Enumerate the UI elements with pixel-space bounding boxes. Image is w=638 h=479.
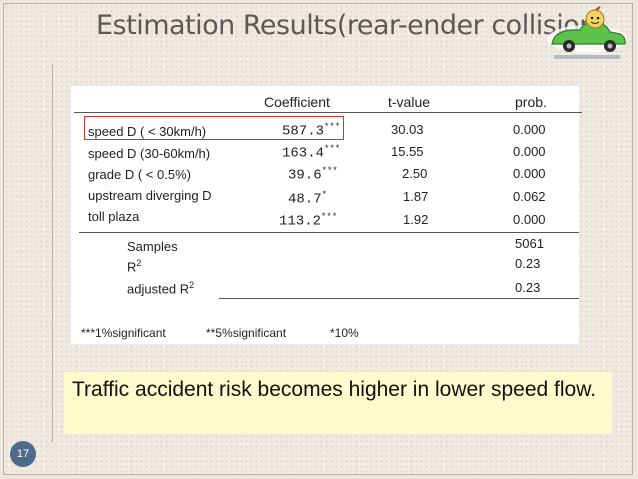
row-variable: speed D ( < 30km/h) — [88, 124, 207, 139]
row-variable: upstream diverging D — [88, 188, 212, 203]
page-number: 17 — [10, 441, 36, 467]
car-logo-icon — [547, 6, 627, 59]
adjusted-r-squared-value: 0.23 — [515, 280, 541, 295]
header-t-value: t-value — [388, 94, 431, 110]
row-variable: speed D (30-60km/h) — [88, 146, 211, 161]
row-variable: toll plaza — [88, 209, 140, 224]
samples-value: 5061 — [515, 236, 544, 251]
row-prob: 0.000 — [513, 166, 546, 181]
row-prob: 0.000 — [513, 144, 546, 159]
slide-title: Estimation Results(rear-ender collision) — [96, 10, 606, 41]
stats-rule — [79, 232, 579, 233]
r-squared-label: R2 — [127, 258, 142, 275]
row-t-value: 30.03 — [391, 122, 424, 137]
row-prob: 0.000 — [513, 122, 546, 137]
row-coefficient: 39.6*** — [288, 166, 338, 184]
left-divider — [52, 64, 53, 442]
header-coefficient: Coefficient — [264, 94, 330, 110]
significance-legend-10: *10% — [330, 326, 359, 340]
row-t-value: 15.55 — [391, 144, 424, 159]
row-t-value: 1.87 — [403, 189, 429, 204]
row-coefficient: 113.2*** — [279, 212, 338, 230]
bottom-rule — [219, 298, 579, 299]
row-t-value: 2.50 — [402, 166, 428, 181]
samples-label: Samples — [127, 239, 178, 254]
row-prob: 0.062 — [513, 189, 546, 204]
results-table: Coefficient t-value prob. speed D ( < 30… — [71, 86, 582, 344]
header-prob: prob. — [515, 94, 547, 110]
row-variable: grade D ( < 0.5%) — [88, 167, 191, 182]
header-rule — [74, 112, 582, 113]
row-coefficient: 163.4*** — [282, 144, 341, 162]
conclusion-callout: Traffic accident risk becomes higher in … — [64, 372, 612, 434]
row-t-value: 1.92 — [403, 212, 429, 227]
highlight-box — [84, 116, 344, 140]
significance-legend-5: **5%significant — [206, 326, 287, 340]
row-coefficient: 587.3*** — [282, 122, 341, 140]
slide-background: Estimation Results(rear-ender collision)… — [3, 3, 633, 475]
r-squared-value: 0.23 — [515, 256, 541, 271]
row-prob: 0.000 — [513, 212, 546, 227]
row-coefficient: 48.7* — [288, 190, 328, 208]
significance-legend-1: ***1%significant — [81, 326, 166, 340]
adjusted-r-squared-label: adjusted R2 — [127, 280, 195, 297]
